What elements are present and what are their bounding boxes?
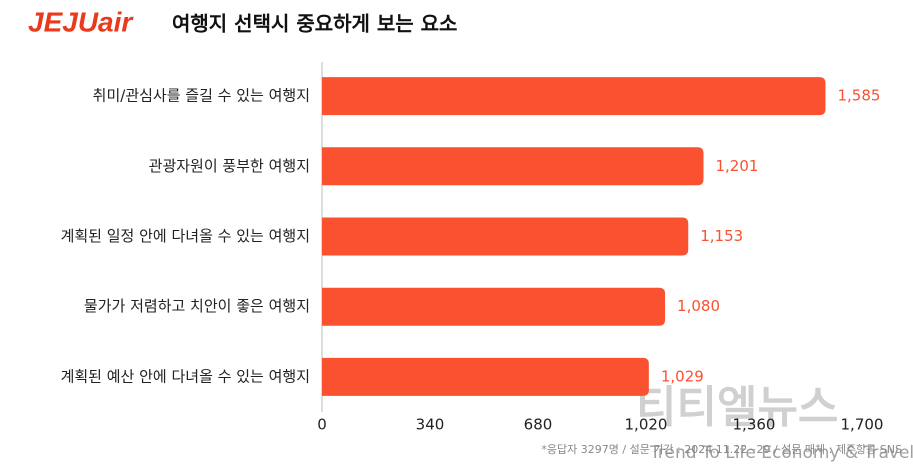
watermark-title: 티티엘뉴스 bbox=[636, 382, 838, 433]
x-tick-label: 680 bbox=[524, 416, 553, 434]
category-label: 계획된 예산 안에 다녀올 수 있는 여행지 bbox=[61, 367, 310, 385]
x-tick-label: 0 bbox=[317, 416, 327, 434]
bar bbox=[322, 287, 666, 326]
value-label: 1,080 bbox=[677, 297, 720, 315]
bar bbox=[322, 77, 826, 116]
x-tick-label: 1,020 bbox=[625, 416, 668, 434]
category-label: 물가가 저렴하고 치안이 좋은 여행지 bbox=[84, 297, 310, 315]
bar bbox=[322, 357, 649, 396]
value-label: 1,153 bbox=[700, 227, 743, 245]
x-tick-label: 1,700 bbox=[841, 416, 884, 434]
value-label: 1,585 bbox=[837, 87, 880, 105]
category-label: 취미/관심사를 즐길 수 있는 여행지 bbox=[93, 87, 310, 105]
value-label: 1,201 bbox=[715, 157, 758, 175]
brand-logo: JEJUair bbox=[28, 6, 134, 37]
bar bbox=[322, 147, 704, 186]
category-label: 관광자원이 풍부한 여행지 bbox=[149, 157, 310, 175]
x-tick-label: 340 bbox=[416, 416, 445, 434]
chart-title: 여행지 선택시 중요하게 보는 요소 bbox=[172, 12, 457, 36]
watermark-subtitle: Trend To Life Economy & Travel bbox=[649, 443, 913, 463]
value-label: 1,029 bbox=[661, 367, 704, 385]
bar bbox=[322, 217, 689, 256]
footnote: *응답자 3297명 / 설문 기간 : 2024.11.22~29 / 설문 … bbox=[541, 443, 902, 456]
category-label: 계획된 일정 안에 다녀올 수 있는 여행지 bbox=[61, 227, 310, 245]
x-tick-label: 1,360 bbox=[733, 416, 776, 434]
